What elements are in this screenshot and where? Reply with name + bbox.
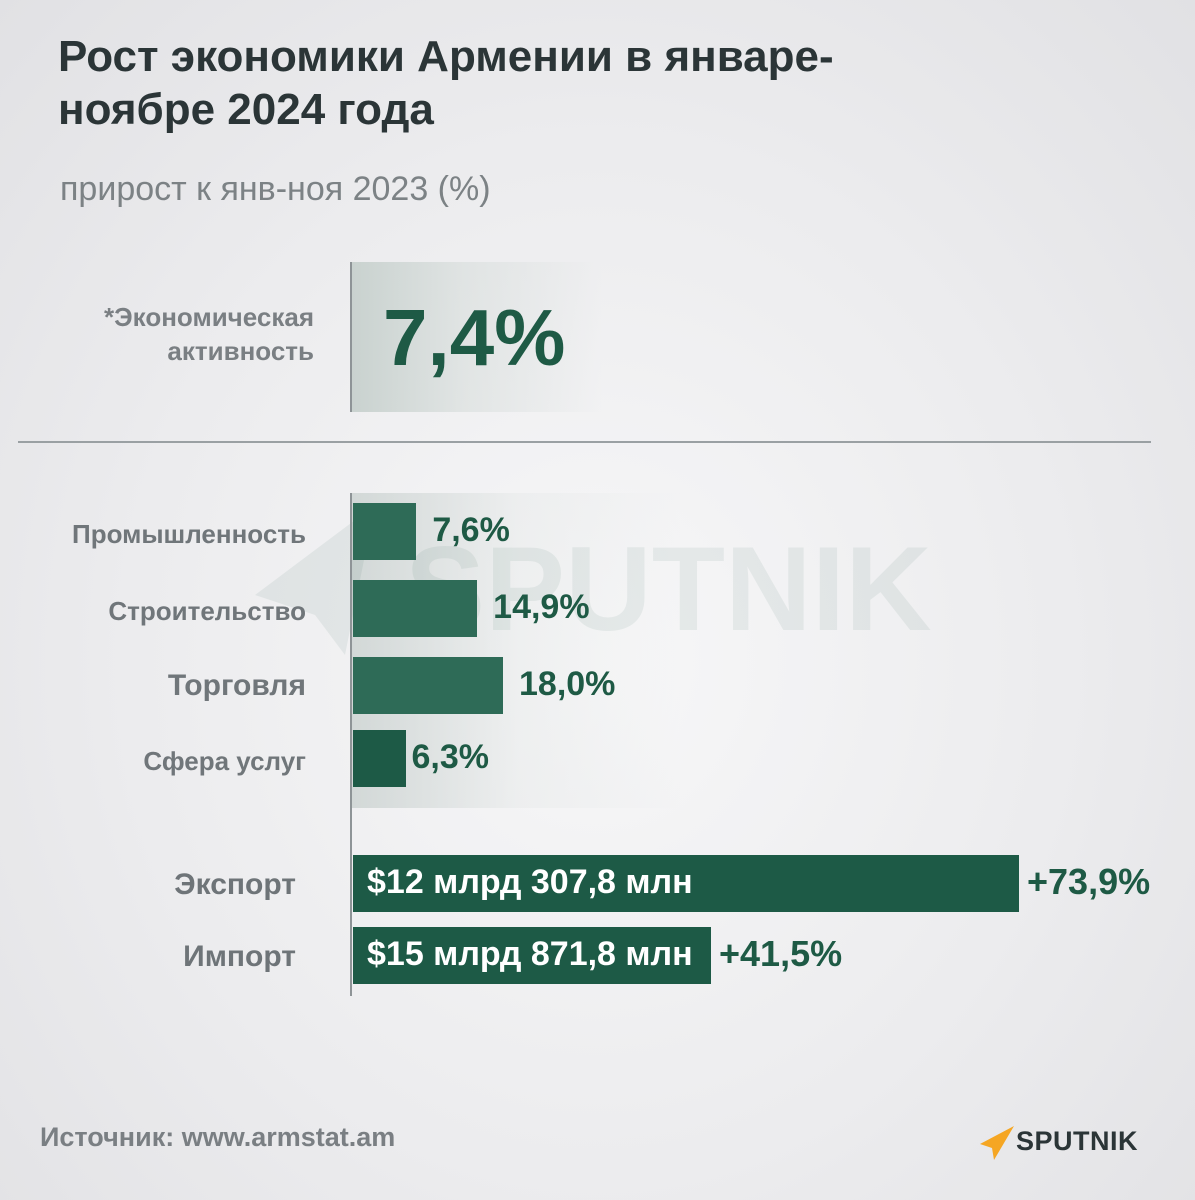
trade-amount-label: $12 млрд 307,8 млн: [367, 863, 693, 901]
sputnik-logo: SPUTNIK: [978, 1122, 1168, 1164]
source-note: Источник: www.armstat.am: [40, 1122, 396, 1152]
category-label: Промышленность: [72, 519, 306, 549]
kpi-value: 7,4%: [383, 293, 566, 382]
category-label: Сфера услуг: [143, 746, 306, 776]
kpi-label: *Экономическая активность: [104, 302, 314, 366]
trade-growth-label: +73,9%: [1027, 861, 1151, 902]
trade-bar: $12 млрд 307,8 млн: [353, 855, 1019, 912]
trade-bar: $15 млрд 871,8 млн: [353, 927, 711, 984]
sector-bar: [353, 657, 503, 714]
chart-axis: [350, 493, 352, 996]
trade-growth-label: +41,5%: [719, 933, 843, 974]
sputnik-logo-text: SPUTNIK: [1016, 1126, 1139, 1156]
section-divider: [18, 441, 1151, 443]
value-label: 6,3%: [411, 738, 490, 776]
kpi-box: [350, 262, 602, 412]
value-label: 14,9%: [493, 588, 590, 626]
chart-title: Рост экономики Армении в январе-ноябре 2…: [58, 32, 834, 134]
sector-bar: [353, 503, 417, 560]
chart-subtitle: прирост к янв-ноя 2023 (%): [60, 170, 491, 208]
sputnik-watermark-icon: SPUTNIK: [255, 505, 932, 656]
value-label: 18,0%: [519, 665, 616, 703]
trade-amount-label: $15 млрд 871,8 млн: [367, 935, 693, 973]
sector-bar: [353, 730, 406, 787]
watermark-text: SPUTNIK: [405, 522, 932, 656]
value-label: 7,6%: [432, 511, 510, 549]
sputnik-logo-icon: [980, 1126, 1014, 1160]
category-label: Строительство: [108, 596, 306, 626]
trade-category-label: Импорт: [183, 940, 296, 973]
trade-category-label: Экспорт: [174, 868, 296, 901]
category-label: Торговля: [167, 669, 306, 702]
sector-bar: [353, 580, 478, 637]
